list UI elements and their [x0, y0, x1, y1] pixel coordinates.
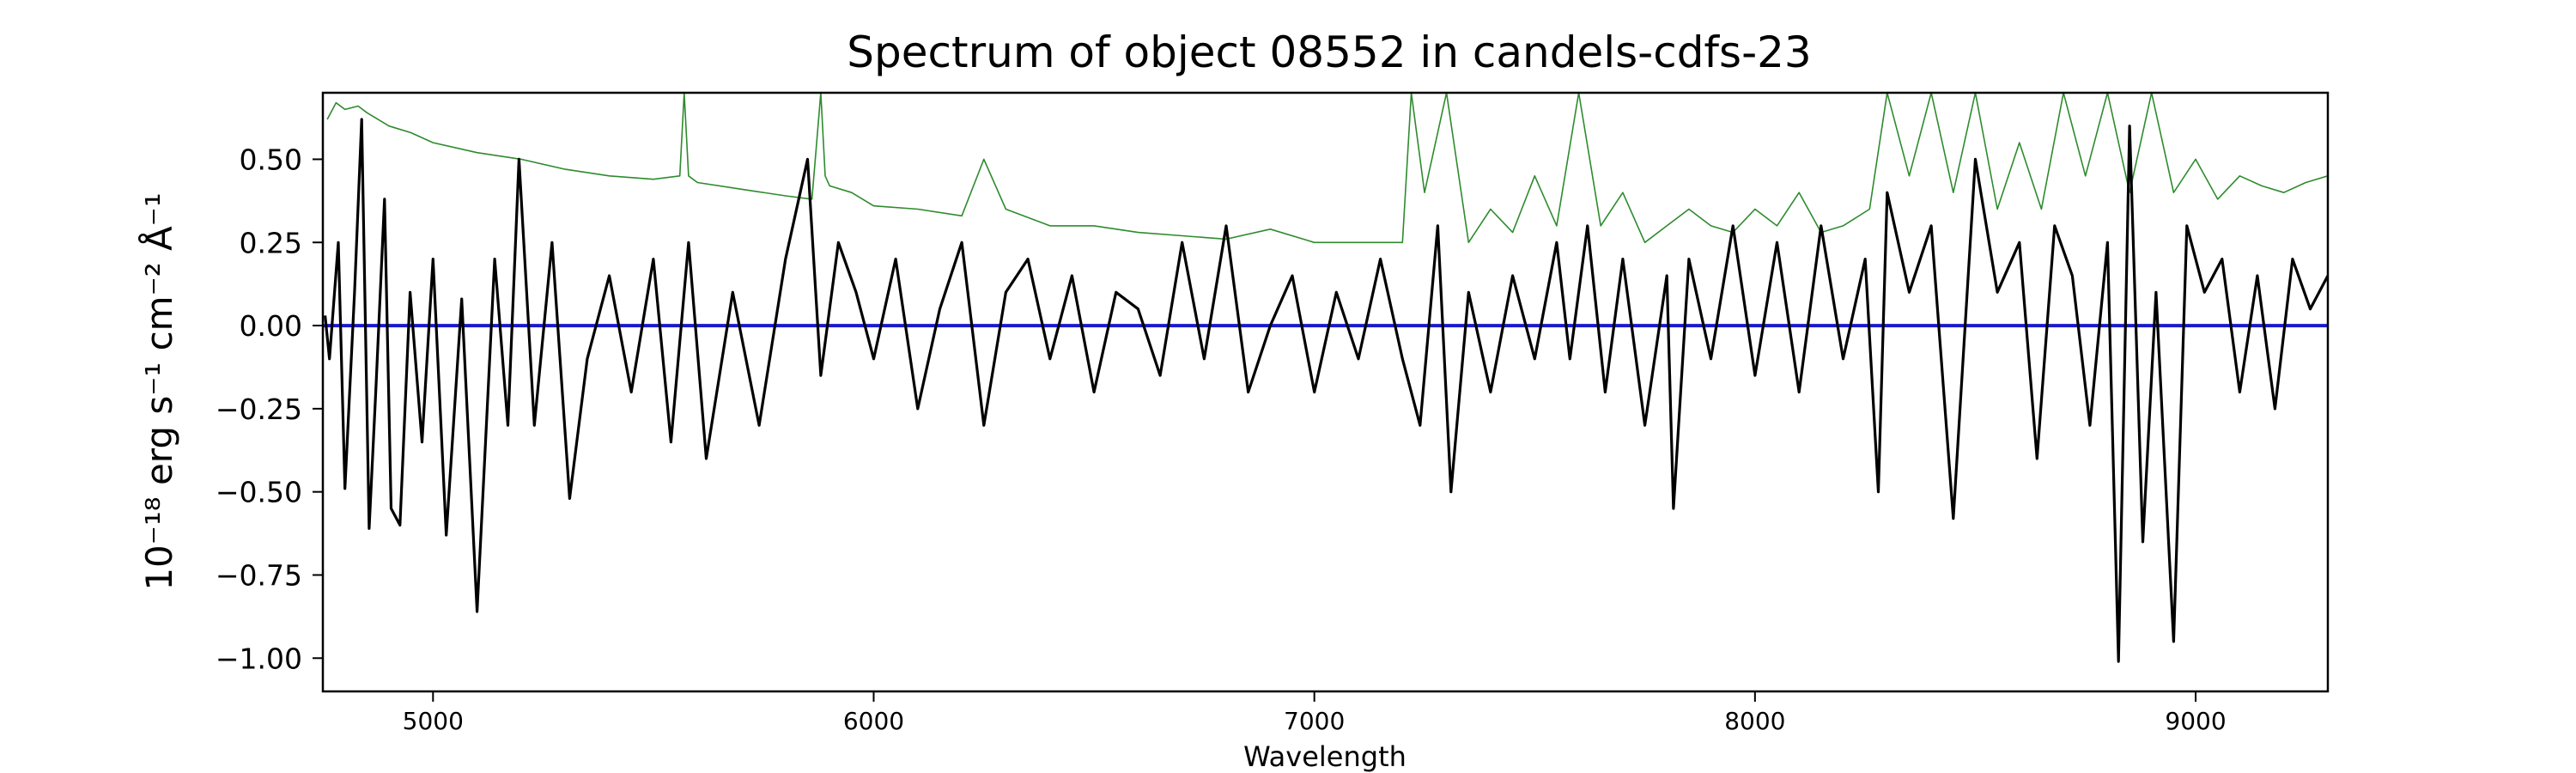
- x-tick-label: 5000: [403, 707, 464, 735]
- y-tick-label: −0.50: [216, 476, 302, 509]
- x-axis-label: Wavelength: [1243, 740, 1406, 773]
- y-tick-label: −0.75: [216, 558, 302, 592]
- x-tick-label: 9000: [2165, 707, 2226, 735]
- y-tick-label: 0.50: [240, 143, 302, 176]
- plot-frame: [321, 91, 2330, 693]
- y-tick-label: −1.00: [216, 642, 302, 675]
- y-tick-label: −0.25: [216, 393, 302, 426]
- x-tick-label: 8000: [1724, 707, 1785, 735]
- y-tick-label: 0.00: [240, 309, 302, 343]
- y-tick-label: 0.25: [240, 226, 302, 259]
- y-axis-label: 10⁻¹⁸ erg s⁻¹ cm⁻² Å⁻¹: [137, 192, 180, 590]
- chart-title: Spectrum of object 08552 in candels-cdfs…: [847, 27, 1812, 77]
- x-tick-label: 7000: [1284, 707, 1345, 735]
- x-tick-label: 6000: [843, 707, 904, 735]
- flux-series-line: [324, 118, 2328, 663]
- error-series-line: [326, 93, 2328, 244]
